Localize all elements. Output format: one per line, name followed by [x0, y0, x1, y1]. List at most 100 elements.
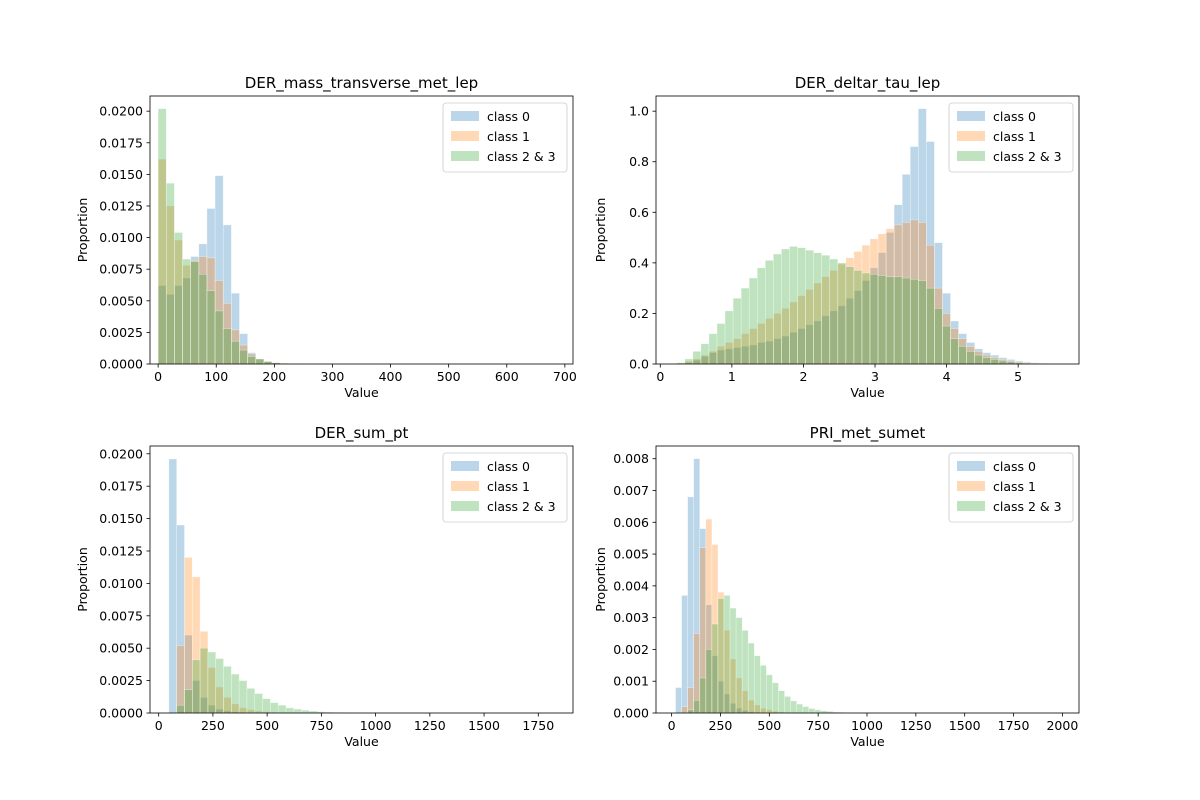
- histogram-bar: [207, 651, 217, 714]
- histogram-bar: [802, 706, 810, 714]
- x-tick-label: 200: [262, 369, 286, 384]
- x-tick-label: 250: [201, 718, 225, 733]
- histogram-bar: [893, 276, 903, 365]
- histogram-bar: [901, 277, 911, 365]
- series-2-bars: [687, 595, 846, 714]
- histogram-bar: [934, 308, 943, 365]
- x-tick-label: 700: [553, 369, 577, 384]
- x-tick-label: 1750: [998, 718, 1030, 733]
- legend-swatch: [957, 501, 985, 511]
- legend-swatch: [957, 131, 985, 141]
- histogram-bar: [814, 709, 822, 714]
- y-tick-label: 0.008: [613, 451, 649, 466]
- histogram-bar: [813, 252, 822, 365]
- x-axis-label: Value: [850, 734, 885, 749]
- histogram-bar: [789, 246, 798, 365]
- x-tick-label: 1250: [414, 718, 446, 733]
- legend-swatch: [451, 461, 479, 471]
- histogram-bar: [716, 323, 726, 365]
- y-tick-label: 0.007: [613, 483, 649, 498]
- histogram-bar: [772, 682, 779, 714]
- x-tick-label: 0: [668, 718, 676, 733]
- x-tick-label: 0: [656, 369, 664, 384]
- histogram-bar: [729, 607, 737, 714]
- y-tick-label: 0.8: [629, 154, 649, 169]
- histogram-bar: [700, 343, 710, 365]
- y-tick-label: 0.0125: [99, 543, 143, 558]
- y-tick-label: 0.0150: [99, 511, 143, 526]
- y-tick-label: 0.0150: [99, 167, 143, 182]
- histogram-bar: [909, 279, 919, 365]
- histogram-bar: [199, 647, 209, 714]
- histogram-bar: [681, 595, 688, 714]
- histogram-bar: [165, 182, 175, 365]
- x-tick-label: 500: [255, 718, 279, 733]
- x-tick-label: 1: [728, 369, 736, 384]
- histogram-bar: [982, 357, 992, 365]
- legend-swatch: [451, 151, 479, 161]
- histogram-bar: [760, 665, 767, 714]
- legend-label: class 1: [993, 479, 1036, 494]
- axes-frame: [655, 445, 1080, 714]
- y-tick-label: 0.0100: [99, 230, 143, 245]
- legend-label: class 2 & 3: [993, 149, 1062, 164]
- legend-label: class 2 & 3: [487, 499, 556, 514]
- x-tick-label: 1500: [468, 718, 500, 733]
- histogram-bar: [766, 674, 773, 714]
- y-tick-label: 0.4: [629, 255, 649, 270]
- histogram-bar: [214, 310, 224, 365]
- y-tick-label: 0.004: [613, 578, 649, 593]
- y-tick-label: 0.0175: [99, 135, 143, 150]
- histogram-bar: [711, 623, 719, 714]
- histogram-bar: [262, 698, 271, 714]
- series-2-bars: [157, 108, 305, 365]
- x-tick-label: 1000: [851, 718, 883, 733]
- y-tick-label: 0.006: [613, 515, 649, 530]
- histogram-bar: [285, 707, 295, 714]
- x-tick-label: 250: [709, 718, 733, 733]
- legend-swatch: [451, 131, 479, 141]
- subplot-title: DER_deltar_tau_lep: [795, 74, 941, 93]
- y-tick-label: 0.001: [613, 674, 649, 689]
- subplot-title: DER_mass_transverse_met_lep: [245, 74, 478, 93]
- histogram-bar: [753, 655, 761, 714]
- histogram-bar: [255, 358, 265, 365]
- histogram-bar: [176, 704, 185, 714]
- legend-label: class 2 & 3: [993, 499, 1062, 514]
- subplot-title: DER_sum_pt: [315, 424, 409, 443]
- x-tick-label: 300: [321, 369, 345, 384]
- histogram-bar: [740, 287, 750, 365]
- y-tick-label: 0.0000: [99, 357, 143, 372]
- histogram-bar: [974, 354, 984, 365]
- histogram-bar: [301, 709, 310, 714]
- x-tick-label: 3: [871, 369, 879, 384]
- histogram-bar: [687, 687, 695, 714]
- histogram-bar: [190, 261, 200, 365]
- histogram-bar: [231, 340, 240, 365]
- series-2-bars: [676, 246, 1080, 365]
- histogram-bar: [998, 360, 1008, 365]
- histogram-bar: [990, 359, 1000, 365]
- series-2-bars: [176, 647, 357, 714]
- histogram-bar: [741, 630, 749, 714]
- histogram-bar: [877, 275, 887, 365]
- series-1-bars: [681, 518, 785, 714]
- histogram-bar: [198, 273, 208, 365]
- histogram-bar: [808, 708, 816, 714]
- x-tick-label: 400: [379, 369, 403, 384]
- histogram-bar: [222, 328, 232, 365]
- histogram-bar: [756, 267, 766, 365]
- subplot-1: 0 100 200 300 400 500 600 700 0.0000 0.0025 0.0050…: [75, 74, 577, 400]
- subplot-2: 0 1 2 3 4 5 0.0 0.2 0.4 0.6 0.8 1.0 DER_deltar_tau_l…: [593, 74, 1080, 400]
- histogram-bar: [735, 617, 743, 714]
- y-tick-label: 0.0050: [99, 293, 143, 308]
- x-axis-label: Value: [850, 385, 885, 400]
- x-tick-label: 1500: [949, 718, 981, 733]
- y-tick-label: 0.0025: [99, 325, 143, 340]
- histogram-bar: [182, 258, 191, 365]
- histogram-bar: [231, 673, 240, 714]
- histogram-bar: [748, 277, 758, 365]
- x-tick-label: 750: [806, 718, 830, 733]
- legend-label: class 1: [487, 479, 530, 494]
